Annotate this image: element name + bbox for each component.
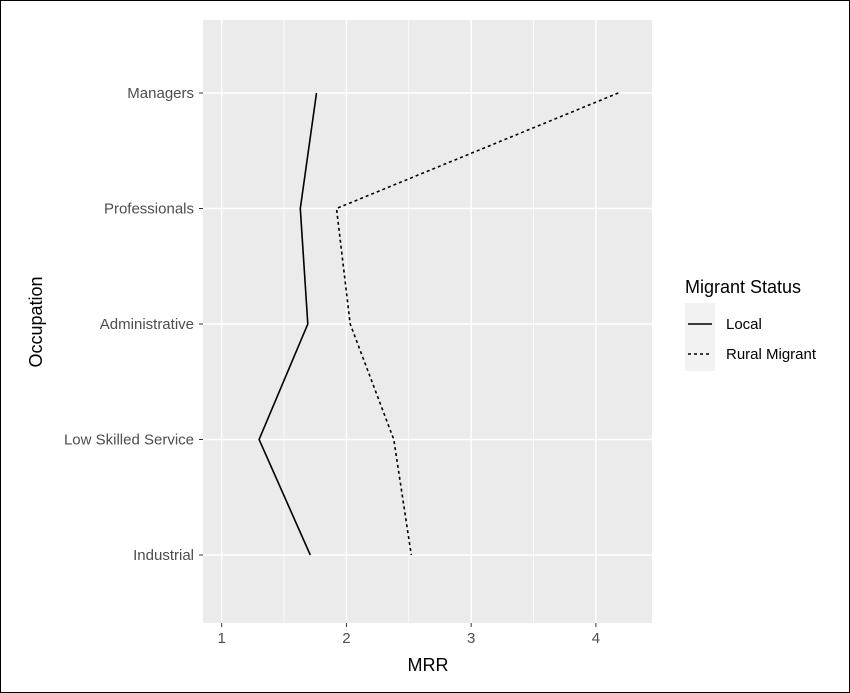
grid-lines (203, 20, 652, 623)
x-tick-label: 1 (218, 630, 226, 647)
legend: Migrant Status Local Rural Migrant (685, 277, 817, 371)
series-lines (258, 92, 619, 556)
legend-label-local: Local (726, 316, 762, 333)
y-tick-label: Low Skilled Service (64, 432, 194, 449)
y-axis: Managers Professionals Administrative Low S… (64, 85, 203, 564)
x-axis: 1 2 3 4 (218, 623, 600, 647)
y-tick-label: Administrative (100, 316, 194, 333)
y-tick-label: Industrial (133, 547, 194, 564)
legend-label-rural-migrant: Rural Migrant (726, 346, 817, 363)
x-axis-title: MRR (408, 655, 449, 675)
series-line-rural-migrant (335, 92, 619, 556)
panel-background (203, 20, 652, 623)
x-tick-label: 2 (342, 630, 350, 647)
y-axis-title: Occupation (26, 276, 46, 367)
x-tick-label: 3 (467, 630, 475, 647)
legend-title: Migrant Status (685, 277, 801, 297)
y-tick-label: Managers (127, 85, 194, 102)
plot-panel (203, 20, 652, 623)
series-line-local (258, 92, 318, 556)
legend-key-background (685, 303, 715, 371)
x-tick-label: 4 (592, 630, 600, 647)
y-tick-label: Professionals (104, 201, 194, 218)
